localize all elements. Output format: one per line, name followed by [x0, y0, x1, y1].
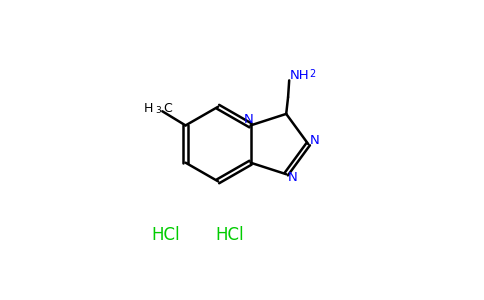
Text: N: N	[288, 171, 298, 184]
Text: H: H	[144, 102, 153, 115]
Text: C: C	[163, 102, 172, 115]
Text: 2: 2	[309, 68, 316, 79]
Text: 3: 3	[155, 106, 161, 115]
Text: N: N	[310, 134, 320, 147]
Text: N: N	[243, 112, 253, 126]
Text: NH: NH	[290, 69, 309, 82]
Text: HCl: HCl	[215, 226, 243, 244]
Text: HCl: HCl	[151, 226, 180, 244]
